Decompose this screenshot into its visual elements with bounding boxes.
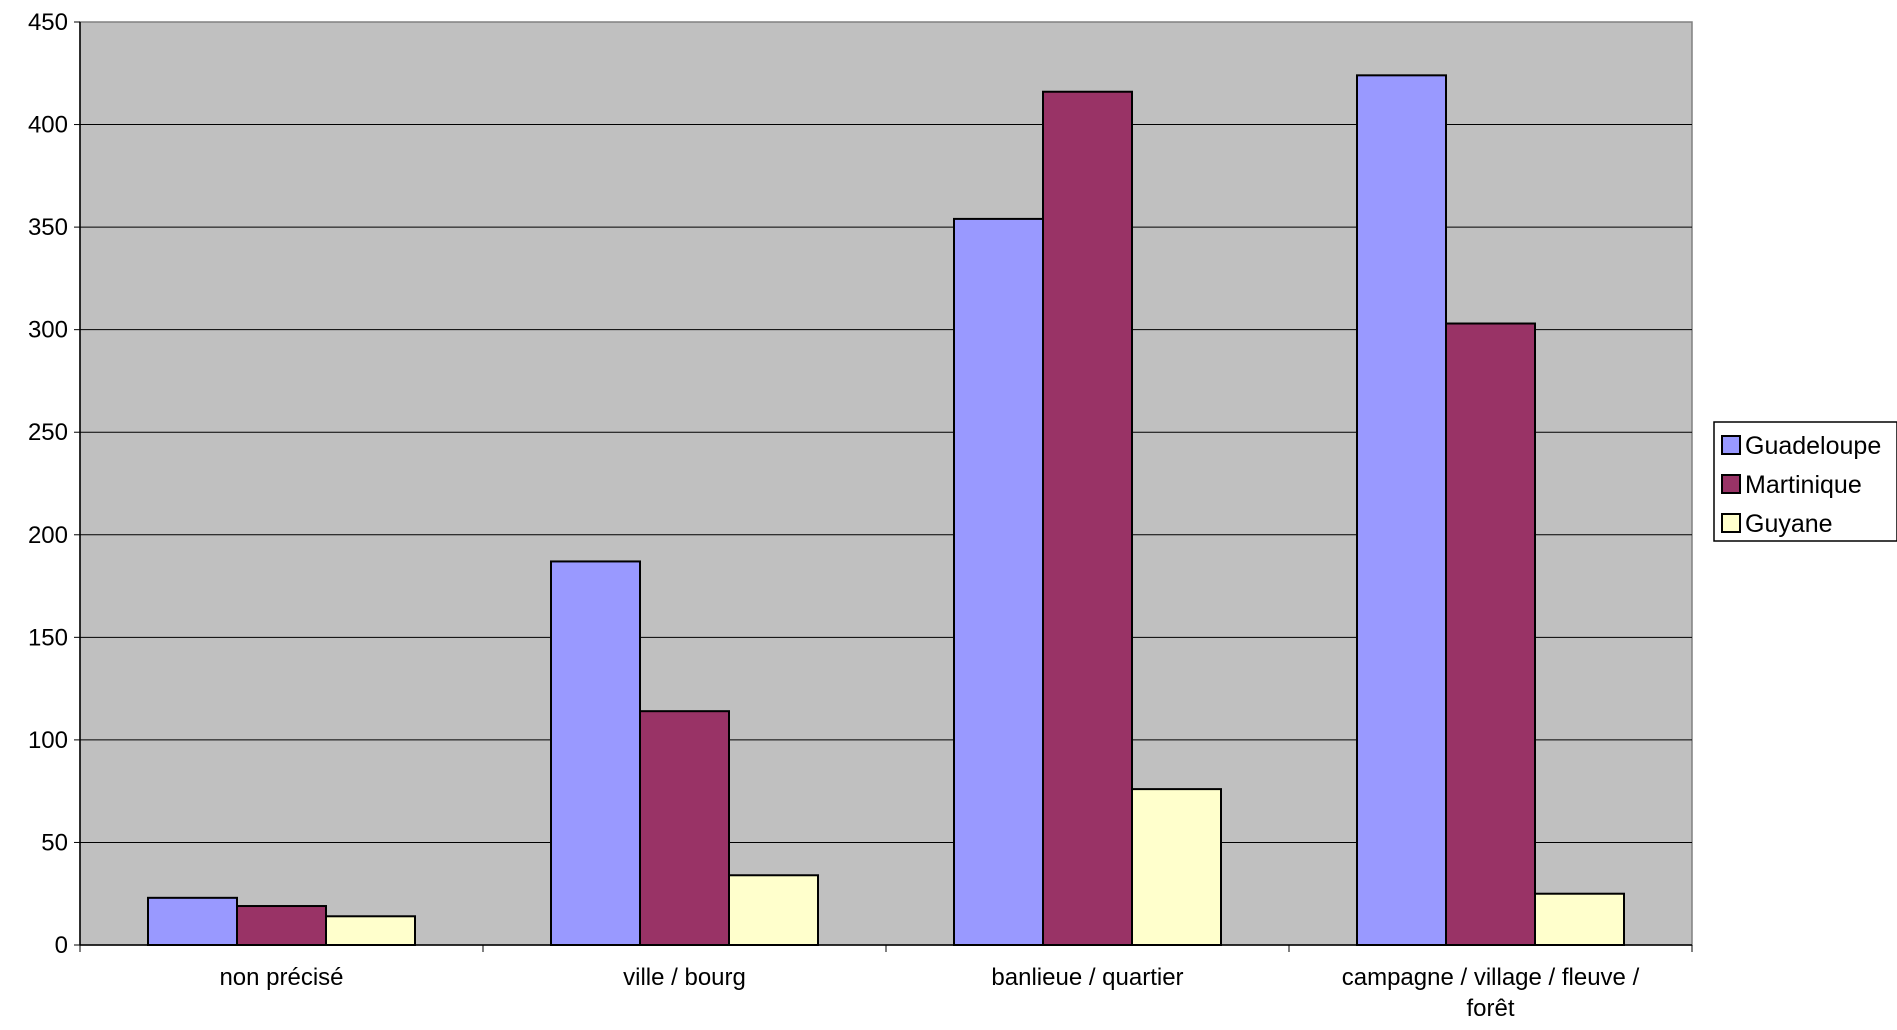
bar-martinique-1: [236, 905, 327, 946]
y-tick-label: 150: [28, 624, 68, 651]
legend-swatch-guyane: [1721, 513, 1741, 533]
legend-box: [1713, 421, 1897, 542]
y-tick-label: 300: [28, 317, 68, 344]
y-tick-label: 350: [28, 214, 68, 241]
bar-martinique-3: [1042, 90, 1133, 946]
bar-martinique-2: [639, 710, 730, 946]
bar-guyane-2: [728, 874, 819, 946]
y-tick-label: 400: [28, 112, 68, 139]
bar-guyane-1: [325, 915, 416, 946]
bar-guadeloupe-4: [1356, 74, 1447, 946]
y-tick-label: 450: [28, 9, 68, 36]
bar-guadeloupe-3: [953, 217, 1044, 946]
legend-label-martinique: Martinique: [1745, 471, 1862, 499]
bar-guadeloupe-1: [147, 896, 238, 947]
legend-label-guyane: Guyane: [1745, 510, 1833, 538]
x-category-label: campagne / village / fleuve / forêt: [1342, 964, 1640, 1022]
x-category-label: banlieue / quartier: [991, 964, 1183, 991]
axes: [74, 21, 1693, 952]
y-tick-label: 0: [55, 932, 68, 959]
bar-guyane-4: [1534, 892, 1625, 947]
y-tick-label: 100: [28, 727, 68, 754]
bars: [147, 74, 1625, 947]
x-category-label: non précisé: [219, 964, 343, 991]
bar-guadeloupe-2: [550, 560, 641, 946]
y-tick-label: 250: [28, 419, 68, 446]
y-tick-labels: 0 50 100 150 200 250 300 350 400 450: [28, 9, 68, 959]
bar-martinique-4: [1445, 322, 1536, 947]
legend-swatch-martinique: [1721, 474, 1741, 494]
legend-label-guadeloupe: Guadeloupe: [1745, 432, 1881, 460]
legend-swatch-guadeloupe: [1721, 435, 1741, 455]
y-tick-label: 50: [41, 829, 68, 856]
y-tick-label: 200: [28, 522, 68, 549]
x-tick-labels: non précisé ville / bourg banlieue / quart…: [219, 964, 1639, 1022]
bar-guyane-3: [1131, 788, 1222, 946]
legend: Guadeloupe Martinique Guyane: [1713, 421, 1897, 542]
x-category-label: ville / bourg: [623, 964, 746, 991]
